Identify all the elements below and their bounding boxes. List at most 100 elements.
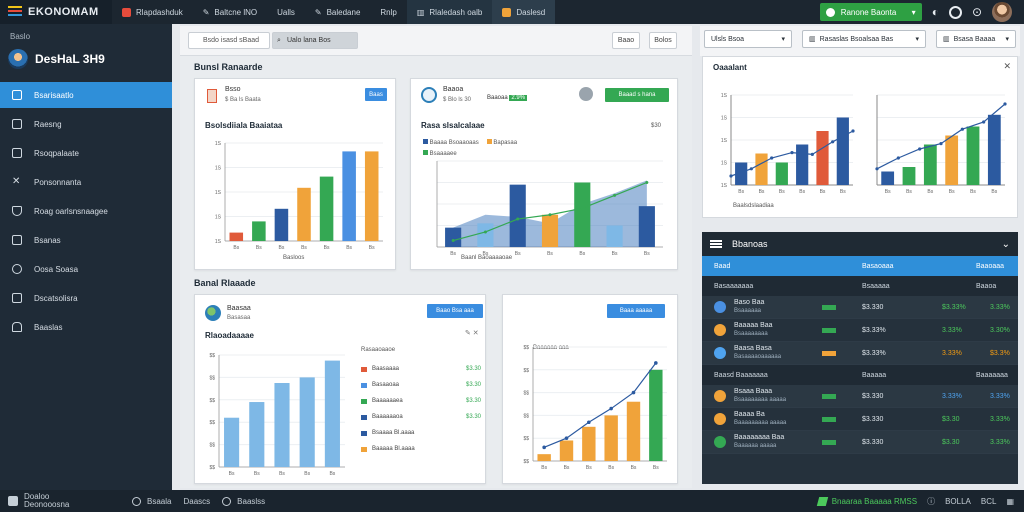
y-tick-label: $$	[523, 345, 529, 351]
help-icon[interactable]: ⊙	[971, 5, 982, 19]
circle-icon	[132, 496, 141, 506]
search-icon: ⌕	[277, 36, 281, 44]
top-tab-6[interactable]: ▥ Rlaledash oalb	[406, 0, 493, 24]
toggle-icon[interactable]	[579, 87, 593, 101]
grid-icon[interactable]: ▦	[1006, 496, 1014, 506]
bottom-item-1[interactable]: Bsaala	[132, 496, 171, 506]
legend-row: Baaaaaaoa $3.30	[361, 409, 481, 425]
archive-icon	[12, 235, 22, 245]
circle-icon	[222, 496, 232, 506]
row-flag	[822, 439, 836, 445]
avatar[interactable]	[992, 2, 1012, 22]
moon-icon[interactable]: ◐	[931, 5, 939, 19]
bottom-left-bottom: Deonooosna	[24, 500, 70, 509]
bottom-right-1[interactable]: BOLLA	[945, 496, 971, 506]
chevron-down-icon: ▾	[1005, 36, 1009, 43]
app-icon	[8, 496, 18, 506]
row-icon	[714, 324, 726, 336]
row-value-3: 3.30%	[990, 326, 1010, 334]
column-header[interactable]: Baaoaaa	[976, 262, 1005, 270]
chevron-down-icon: ▾	[781, 36, 785, 43]
card4-button[interactable]: Baaa aaaaa	[607, 304, 665, 318]
right-dropdown-2[interactable]: ▥ Rasaslas Bsoalsaa Bas ▾	[802, 30, 926, 48]
top-tab-4[interactable]: ✎ Baledane	[314, 7, 361, 17]
table-row[interactable]: Baaaa Ba Baaaaaaaaa aaaaa $3.330 $3.30 3…	[702, 408, 1018, 431]
sidebar-item-9[interactable]: Baaslas	[0, 314, 172, 340]
lock-icon	[12, 322, 22, 332]
sidebar-item-3[interactable]: Rsoqpalaate	[0, 140, 172, 166]
section-title-2: Banal Rlaaade	[194, 278, 256, 288]
sidebar-item-8[interactable]: Dscatsolisra	[0, 285, 172, 311]
bar	[755, 153, 768, 185]
y-tick-label: $$	[209, 443, 215, 449]
row-value-2: 3.33%	[942, 392, 962, 400]
card2-button[interactable]: Baaad s hana	[605, 88, 669, 102]
top-tab-3[interactable]: Ualls	[277, 7, 295, 17]
sidebar-item-7[interactable]: Oosa Soasa	[0, 256, 172, 282]
x-tick-label: Bs	[233, 245, 239, 251]
filter-input[interactable]: Bsdo isasd sBaad	[188, 32, 270, 49]
table-row[interactable]: Baaaaa Baa Bsaaaaaaaa $3.33% 3.33% 3.30%	[702, 319, 1018, 342]
right-dropdown-3[interactable]: ▥ Bsasa Baaaa ▾	[936, 30, 1016, 48]
area-series	[453, 180, 647, 247]
y-tick-label: 1S	[721, 183, 728, 189]
y-tick-label: 1S	[721, 138, 728, 144]
y-tick-label: $$	[209, 375, 215, 381]
settings-icon[interactable]: ✎ ✕	[465, 330, 479, 337]
search-input[interactable]: ⌕ Ualo lana Bos	[272, 32, 358, 49]
table-row[interactable]: Bsaaa Baaa Bsaaaaaaaa aaaaa $3.330 3.33%…	[702, 385, 1018, 408]
card1-button[interactable]: Baas	[365, 88, 387, 101]
bar	[649, 369, 663, 461]
close-icon[interactable]: ✕	[1003, 61, 1011, 71]
top-tab-1[interactable]: Rlapdashduk	[112, 0, 193, 24]
bottom-left-top: Doaloo	[24, 492, 50, 501]
top-tab-5[interactable]: Rnlp	[380, 7, 397, 17]
toolbar-button-1[interactable]: Baao	[612, 32, 640, 49]
sidebar-item-4[interactable]: ✕ Ponsonnanta	[12, 176, 82, 187]
bottom-item-2[interactable]: Daascs	[183, 496, 211, 506]
sidebar-item-2[interactable]: Raesng	[0, 111, 172, 137]
row-flag	[822, 393, 836, 399]
sidebar-item-5[interactable]: Roag oarlsnsnaagee	[0, 198, 172, 224]
card3-legend-title: Rasaaoaaoe	[361, 347, 396, 353]
row-value-3: $3.3%	[990, 349, 1010, 357]
menu-logo-icon[interactable]	[8, 6, 22, 18]
menu-icon[interactable]	[710, 240, 722, 248]
sidebar-item-6[interactable]: Bsanas	[0, 227, 172, 253]
row-sub: Baaaaaa aaaaa	[734, 443, 777, 449]
table-row[interactable]: Baso Baa Bsaaaaaa $3.330 $3.33% 3.33%	[702, 296, 1018, 319]
table-row[interactable]: Baaaaaaaa Baa Baaaaaa aaaaa $3.330 $3.30…	[702, 431, 1018, 454]
column-header[interactable]: Basaoaaa	[862, 262, 894, 270]
bottom-right-2[interactable]: BCL	[980, 496, 997, 506]
bottom-item-3[interactable]: Baaslss	[222, 496, 265, 506]
line-point	[587, 420, 591, 425]
bar	[796, 144, 809, 185]
info-icon[interactable]: ⓘ	[927, 496, 936, 506]
section-title-1: Bunsl Ranaarde	[194, 62, 263, 72]
chart-1: 1S 1S 1S 1S 1S Bs Bs Bs Bs Bs Bs Bs	[215, 141, 383, 251]
table-group-row[interactable]: Basaaaaaaa Bsaaaaa Baaoa	[702, 276, 1018, 296]
chevron-down-icon[interactable]: ⌄	[1001, 238, 1010, 250]
top-tab-7[interactable]: Daslesd	[492, 0, 556, 24]
bar	[541, 214, 559, 247]
card3-button[interactable]: Baao Bsa aaa	[427, 304, 483, 318]
line-point	[548, 213, 552, 217]
column-header[interactable]: Baad	[714, 262, 731, 270]
brand[interactable]: EKONOMAM	[0, 0, 112, 24]
top-tab-2[interactable]: ✎ Baltcne lNO	[202, 7, 258, 17]
shield-icon	[12, 206, 22, 216]
right-dropdown-1[interactable]: Ulsls Bsoa ▾	[704, 30, 792, 48]
table-group-row[interactable]: Baasd Baaaaaaa Baaaaa Baaaaaaa	[702, 365, 1018, 385]
toolbar-button-2[interactable]: Bolos	[649, 32, 677, 49]
legend-item: Bapasaa	[486, 139, 517, 146]
table-row[interactable]: Baasa Basa Basaaaaoaaaaaa $3.33% 3.33% $…	[702, 342, 1018, 365]
bottom-left[interactable]: Doaloo Deonooosna	[0, 493, 120, 509]
x-tick-label: Bs	[279, 245, 285, 251]
status-dropdown[interactable]: Ranone Baonta ▾	[819, 3, 922, 21]
row-name: Baaaaaaaa Baa	[734, 434, 785, 441]
sidebar-user[interactable]: DesHaL 3H9	[0, 41, 172, 79]
bottom-status[interactable]: Bnaaraa Baaaaa RMSS	[816, 496, 917, 506]
y-tick-label: $$	[209, 398, 215, 404]
sidebar-item-1[interactable]: Bsarisaatlo	[0, 82, 172, 108]
notification-icon[interactable]	[948, 5, 962, 19]
